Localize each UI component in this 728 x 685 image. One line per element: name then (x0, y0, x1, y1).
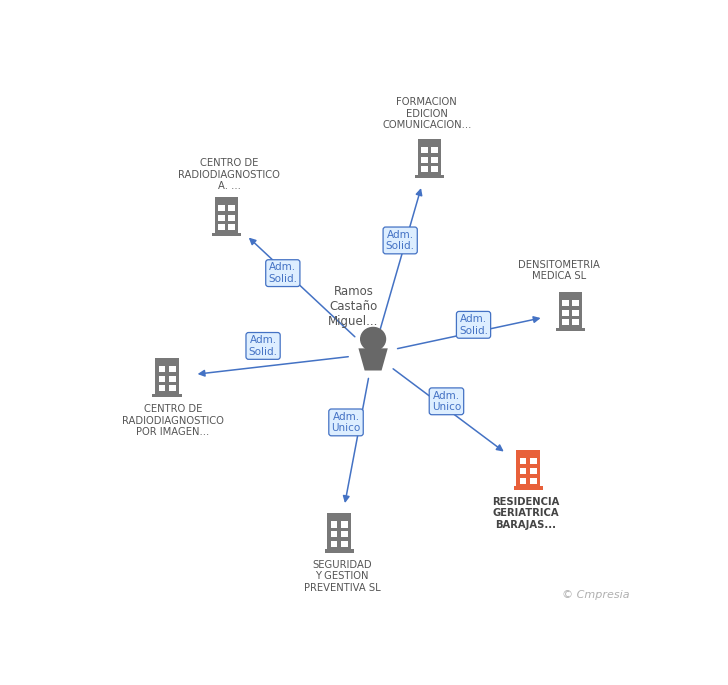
Text: Adm.
Solid.: Adm. Solid. (459, 314, 488, 336)
Bar (328, 513, 351, 549)
Text: Adm.
Unico: Adm. Unico (331, 412, 360, 433)
Bar (421, 157, 427, 163)
Bar (215, 197, 238, 233)
Text: © Cmpresia: © Cmpresia (562, 590, 630, 600)
Text: Adm.
Solid.: Adm. Solid. (386, 229, 415, 251)
Bar (155, 358, 179, 394)
Bar (341, 531, 348, 537)
Bar (421, 147, 427, 153)
Bar (159, 375, 165, 382)
Bar (218, 214, 224, 221)
Bar (562, 310, 569, 316)
Bar (572, 310, 579, 316)
Bar (562, 300, 569, 306)
Bar (432, 147, 438, 153)
Bar (152, 394, 182, 397)
Text: Adm.
Unico: Adm. Unico (432, 390, 461, 412)
Bar (572, 300, 579, 306)
Bar (516, 450, 540, 486)
Bar (212, 233, 241, 236)
Bar (558, 292, 582, 327)
Bar (520, 477, 526, 484)
Bar (341, 521, 348, 527)
Bar (169, 385, 175, 391)
Text: RESIDENCIA
GERIATRICA
BARAJAS...: RESIDENCIA GERIATRICA BARAJAS... (491, 497, 559, 530)
Bar (169, 366, 175, 372)
Bar (331, 521, 337, 527)
Bar (432, 157, 438, 163)
Bar (421, 166, 427, 173)
Bar (432, 166, 438, 173)
Bar (520, 458, 526, 464)
Bar (418, 139, 441, 175)
Bar (218, 225, 224, 230)
Text: Adm.
Solid.: Adm. Solid. (269, 262, 297, 284)
Bar (325, 549, 354, 553)
Bar (530, 468, 537, 474)
Bar (159, 366, 165, 372)
Text: DENSITOMETRIA
MEDICA SL: DENSITOMETRIA MEDICA SL (518, 260, 600, 282)
Text: CENTRO DE
RADIODIAGNOSTICO
POR IMAGEN...: CENTRO DE RADIODIAGNOSTICO POR IMAGEN... (122, 404, 223, 438)
Bar (229, 225, 235, 230)
Bar (530, 458, 537, 464)
Bar (562, 319, 569, 325)
Bar (513, 486, 543, 490)
Text: Adm.
Solid.: Adm. Solid. (248, 335, 277, 357)
Bar (341, 541, 348, 547)
Text: Ramos
Castaño
Miguel...: Ramos Castaño Miguel... (328, 285, 379, 328)
Bar (331, 541, 337, 547)
Polygon shape (358, 349, 388, 371)
Bar (159, 385, 165, 391)
Text: CENTRO DE
RADIODIAGNOSTICO
A. ...: CENTRO DE RADIODIAGNOSTICO A. ... (178, 158, 280, 191)
Bar (331, 531, 337, 537)
Bar (572, 319, 579, 325)
Bar (556, 327, 585, 332)
Circle shape (360, 327, 386, 351)
Bar (218, 205, 224, 211)
Text: FORMACION
EDICION
COMUNICACION...: FORMACION EDICION COMUNICACION... (382, 97, 472, 130)
Bar (530, 477, 537, 484)
Bar (229, 205, 235, 211)
Bar (520, 468, 526, 474)
Bar (169, 375, 175, 382)
Bar (229, 214, 235, 221)
Bar (415, 175, 444, 179)
Text: SEGURIDAD
Y GESTION
PREVENTIVA SL: SEGURIDAD Y GESTION PREVENTIVA SL (304, 560, 381, 593)
